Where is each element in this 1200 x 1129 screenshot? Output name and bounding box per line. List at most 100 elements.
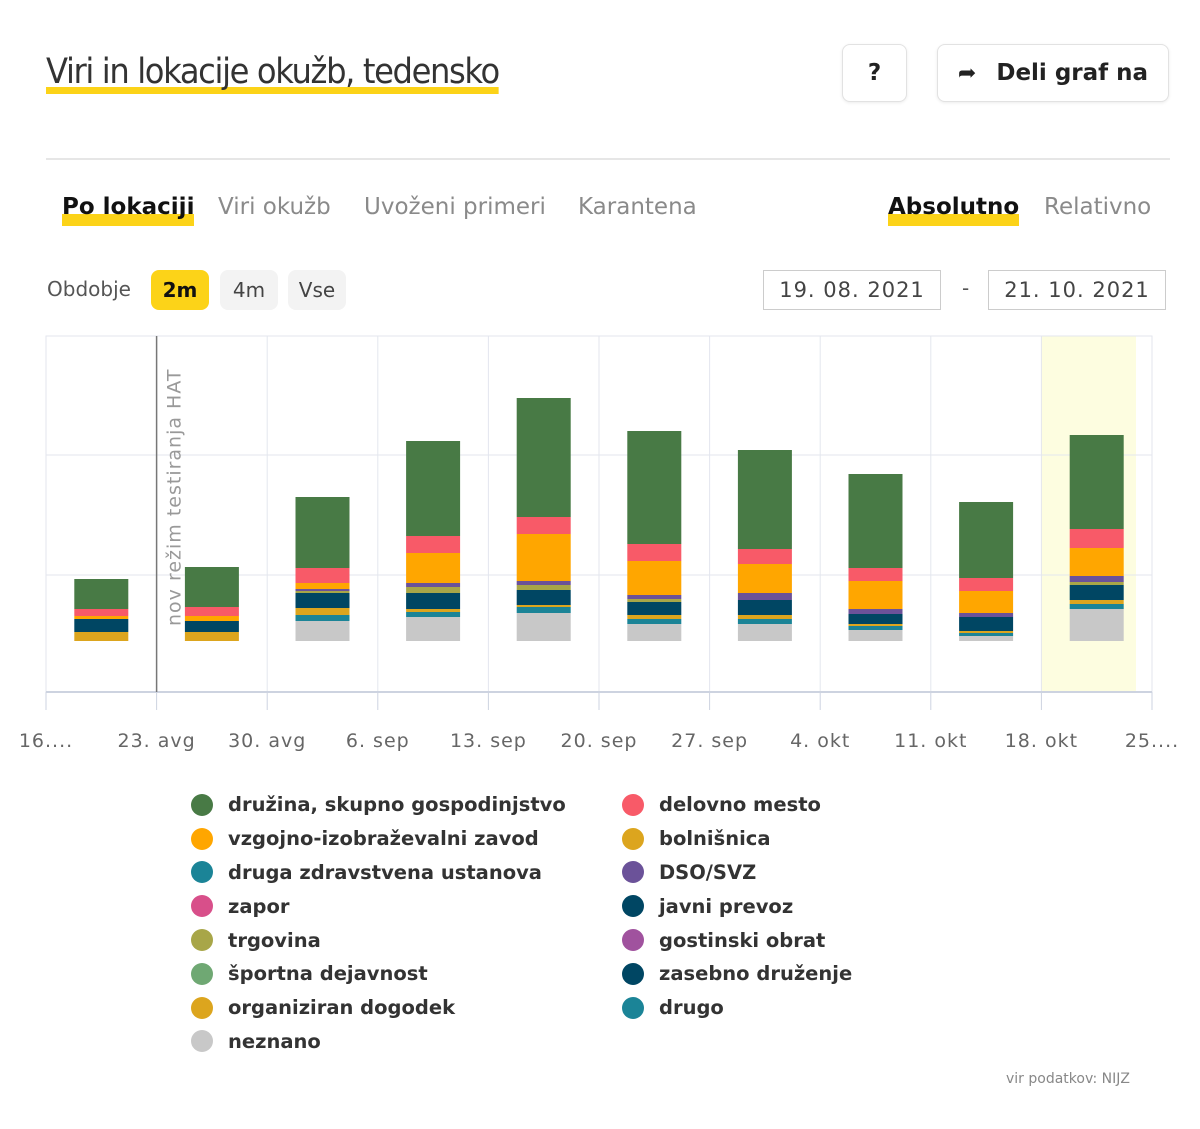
legend-item[interactable]: neznano — [191, 1025, 566, 1059]
bar-segment-zasebno-dru-enje — [516, 590, 571, 605]
legend-label: drugo — [659, 996, 724, 1020]
date-separator: - — [962, 276, 970, 300]
bar-segment-vzgojno-izobra-evalni-zavod — [1069, 548, 1124, 576]
legend-item[interactable]: zapor — [191, 889, 566, 923]
x-tick-label: 30. avg — [228, 730, 306, 752]
bar-segment-neznano — [406, 617, 461, 641]
bar-segment-vzgojno-izobra-evalni-zavod — [516, 534, 571, 581]
bar-segment-delovno-mesto — [184, 607, 239, 616]
bar-segment-dru-ina-skupno-gospodinjstvo — [184, 567, 239, 607]
bar-segment-dru-ina-skupno-gospodinjstvo — [516, 398, 571, 517]
bar-segment-trgovina — [295, 591, 350, 593]
legend-dot-icon — [191, 929, 213, 952]
bar-segment-delovno-mesto — [516, 517, 571, 534]
legend-label: športna dejavnost — [228, 962, 428, 986]
bar-segment-trgovina — [516, 585, 571, 590]
legend-item[interactable]: zasebno druženje — [622, 957, 852, 991]
legend-item[interactable]: delovno mesto — [622, 788, 852, 822]
period-4m-button[interactable]: 4m — [220, 270, 278, 310]
bar-segment-dru-ina-skupno-gospodinjstvo — [295, 497, 350, 568]
legend-dot-icon — [191, 793, 213, 816]
tab-absolutno[interactable]: Absolutno — [888, 192, 1020, 226]
legend-item[interactable]: športna dejavnost — [191, 957, 566, 991]
legend-dot-icon — [622, 895, 644, 918]
legend-dot-icon — [622, 996, 644, 1019]
tab-uvozeni-primeri[interactable]: Uvoženi primeri — [364, 194, 546, 220]
bar-segment-dru-ina-skupno-gospodinjstvo — [627, 431, 682, 544]
legend-label: DSO/SVZ — [659, 860, 757, 884]
legend-item[interactable]: bolnišnica — [622, 822, 852, 856]
legend-dot-icon — [191, 895, 213, 918]
bar-segment-drugo — [627, 619, 682, 624]
bar-segment-dru-ina-skupno-gospodinjstvo — [959, 502, 1014, 578]
bar-segment-neznano — [737, 624, 792, 641]
legend-dot-icon — [622, 929, 644, 952]
bar-segment-neznano — [627, 624, 682, 641]
bar-segment-vzgojno-izobra-evalni-zavod — [737, 564, 792, 593]
help-button[interactable]: ? — [842, 44, 907, 102]
tab-relativno[interactable]: Relativno — [1044, 194, 1152, 220]
bar-segment-dru-ina-skupno-gospodinjstvo — [74, 579, 129, 609]
x-tick-label: 11. okt — [894, 730, 967, 752]
legend-item[interactable]: vzgojno-izobraževalni zavod — [191, 822, 566, 856]
bar-segment-vzgojno-izobra-evalni-zavod — [74, 616, 129, 619]
bar-segment-trgovina — [1069, 582, 1124, 585]
bar-segment-zasebno-dru-enje — [74, 619, 129, 632]
bar-segment-dso-svz — [1069, 576, 1124, 582]
bar-segment-delovno-mesto — [737, 549, 792, 564]
bar-segment-dso-svz — [295, 589, 350, 591]
tab-karantena[interactable]: Karantena — [578, 194, 697, 220]
tab-po-lokaciji[interactable]: Po lokaciji — [62, 192, 195, 226]
bar-segment-dru-ina-skupno-gospodinjstvo — [737, 450, 792, 549]
bar-segment-drugo — [406, 612, 461, 617]
legend-dot-icon — [622, 861, 644, 884]
x-tick-label: 16.... — [19, 730, 73, 752]
legend-label: organiziran dogodek — [228, 996, 456, 1020]
share-arrow-icon: ➦ — [957, 60, 977, 86]
bar-segment-delovno-mesto — [74, 609, 129, 616]
bar-segment-vzgojno-izobra-evalni-zavod — [848, 581, 903, 609]
bar-segment-bolni-nica — [627, 615, 682, 619]
bar-segment-zasebno-dru-enje — [295, 593, 350, 608]
bar-segment-dso-svz — [959, 613, 1014, 617]
bar-segment-zasebno-dru-enje — [627, 602, 682, 615]
legend-dot-icon — [191, 1030, 213, 1053]
legend-item[interactable]: druga zdravstvena ustanova — [191, 856, 566, 890]
tab-viri-okuzb[interactable]: Viri okužb — [218, 194, 331, 220]
bar-segment-zasebno-dru-enje — [848, 614, 903, 624]
legend-label: vzgojno-izobraževalni zavod — [228, 827, 539, 851]
bar-segment-vzgojno-izobra-evalni-zavod — [184, 616, 239, 621]
x-tick-label: 4. okt — [790, 730, 850, 752]
bar-segment-vzgojno-izobra-evalni-zavod — [406, 553, 461, 583]
date-to-input[interactable]: 21. 10. 2021 — [988, 270, 1166, 310]
date-from-input[interactable]: 19. 08. 2021 — [763, 270, 941, 310]
period-2m-button[interactable]: 2m — [151, 270, 209, 310]
period-label: Obdobje — [47, 277, 131, 301]
bar-segment-bolni-nica — [959, 631, 1014, 633]
legend-item[interactable]: družina, skupno gospodinjstvo — [191, 788, 566, 822]
period-all-button[interactable]: Vse — [288, 270, 346, 310]
legend-label: trgovina — [228, 928, 321, 952]
x-tick-label: 20. sep — [561, 730, 638, 752]
legend-item[interactable]: drugo — [622, 991, 852, 1025]
legend-item[interactable]: gostinski obrat — [622, 923, 852, 957]
annotation-label: nov režim testiranja HAT — [164, 369, 186, 626]
bar-segment-bolni-nica — [848, 624, 903, 626]
share-button[interactable]: ➦ Deli graf na — [937, 44, 1169, 102]
x-tick-label: 6. sep — [346, 730, 410, 752]
legend-label: zapor — [228, 894, 290, 918]
legend-item[interactable]: javni prevoz — [622, 889, 852, 923]
bar-segment-delovno-mesto — [848, 568, 903, 581]
legend-dot-icon — [191, 962, 213, 985]
legend-item[interactable]: DSO/SVZ — [622, 856, 852, 890]
legend-dot-icon — [191, 996, 213, 1019]
bar-segment-neznano — [848, 630, 903, 641]
legend-item[interactable]: trgovina — [191, 923, 566, 957]
bar-segment-drugo — [1069, 604, 1124, 609]
bar-segment-bolni-nica — [184, 632, 239, 641]
bar-segment-trgovina — [406, 587, 461, 593]
bar-segment-neznano — [516, 613, 571, 641]
bar-segment-neznano — [959, 636, 1014, 641]
legend-dot-icon — [191, 827, 213, 850]
legend-item[interactable]: organiziran dogodek — [191, 991, 566, 1025]
